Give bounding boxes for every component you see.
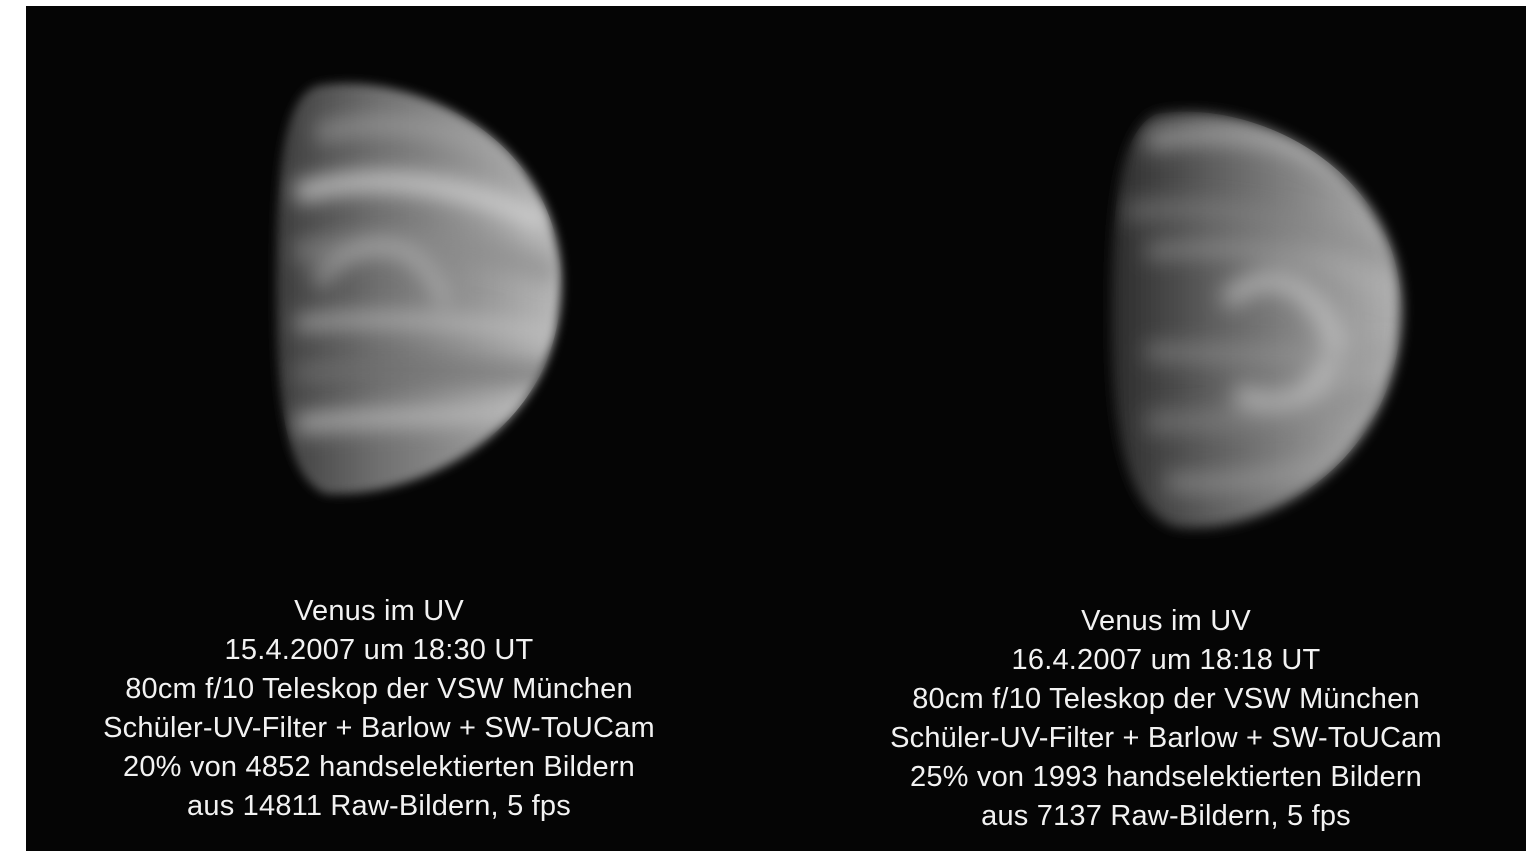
caption-telescope: 80cm f/10 Teleskop der VSW München xyxy=(125,673,633,705)
caption-equipment: Schüler-UV-Filter + Barlow + SW-ToUCam xyxy=(103,712,655,744)
caption-right: Venus im UV 16.4.2007 um 18:18 UT 80cm f… xyxy=(826,602,1506,836)
caption-date: 16.4.2007 um 18:18 UT xyxy=(1011,644,1321,676)
caption-selection: 25% von 1993 handselektierten Bildern xyxy=(909,761,1423,793)
venus-panel-left: Venus im UV 15.4.2007 um 18:30 UT 80cm f… xyxy=(26,6,756,851)
photo-frame: Venus im UV 15.4.2007 um 18:30 UT 80cm f… xyxy=(26,6,1526,851)
caption-title: Venus im UV xyxy=(294,595,464,627)
venus-image-left xyxy=(276,83,561,495)
caption-selection: 20% von 4852 handselektierten Bildern xyxy=(122,751,636,783)
caption-title: Venus im UV xyxy=(1081,605,1251,637)
caption-equipment: Schüler-UV-Filter + Barlow + SW-ToUCam xyxy=(890,722,1442,754)
venus-image-right xyxy=(1111,111,1402,528)
venus-panel-right: Venus im UV 16.4.2007 um 18:18 UT 80cm f… xyxy=(786,6,1526,851)
caption-date: 15.4.2007 um 18:30 UT xyxy=(224,634,534,666)
caption-raw: aus 14811 Raw-Bildern, 5 fps xyxy=(187,790,571,822)
caption-raw: aus 7137 Raw-Bildern, 5 fps xyxy=(981,800,1351,832)
caption-telescope: 80cm f/10 Teleskop der VSW München xyxy=(912,683,1420,715)
caption-left: Venus im UV 15.4.2007 um 18:30 UT 80cm f… xyxy=(26,592,744,826)
